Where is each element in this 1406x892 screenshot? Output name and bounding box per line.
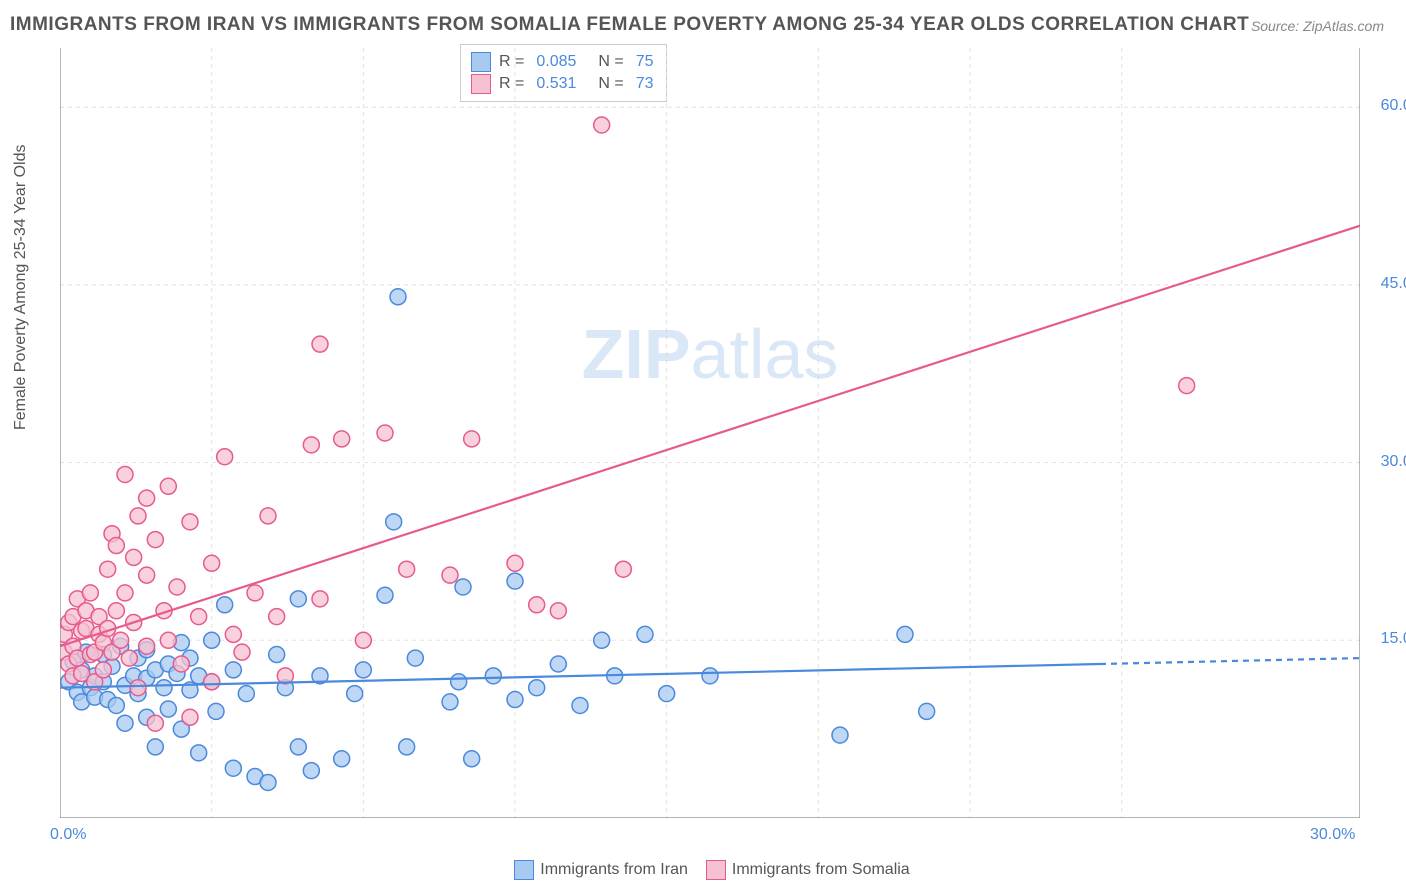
svg-text:ZIPatlas: ZIPatlas (582, 315, 839, 393)
source-attribution: Source: ZipAtlas.com (1251, 18, 1384, 34)
chart-title: IMMIGRANTS FROM IRAN VS IMMIGRANTS FROM … (10, 14, 1249, 36)
scatter-plot: ZIPatlas (60, 48, 1360, 818)
y-axis-label: Female Poverty Among 25-34 Year Olds (12, 145, 30, 431)
series-legend: Immigrants from IranImmigrants from Soma… (0, 860, 1406, 880)
